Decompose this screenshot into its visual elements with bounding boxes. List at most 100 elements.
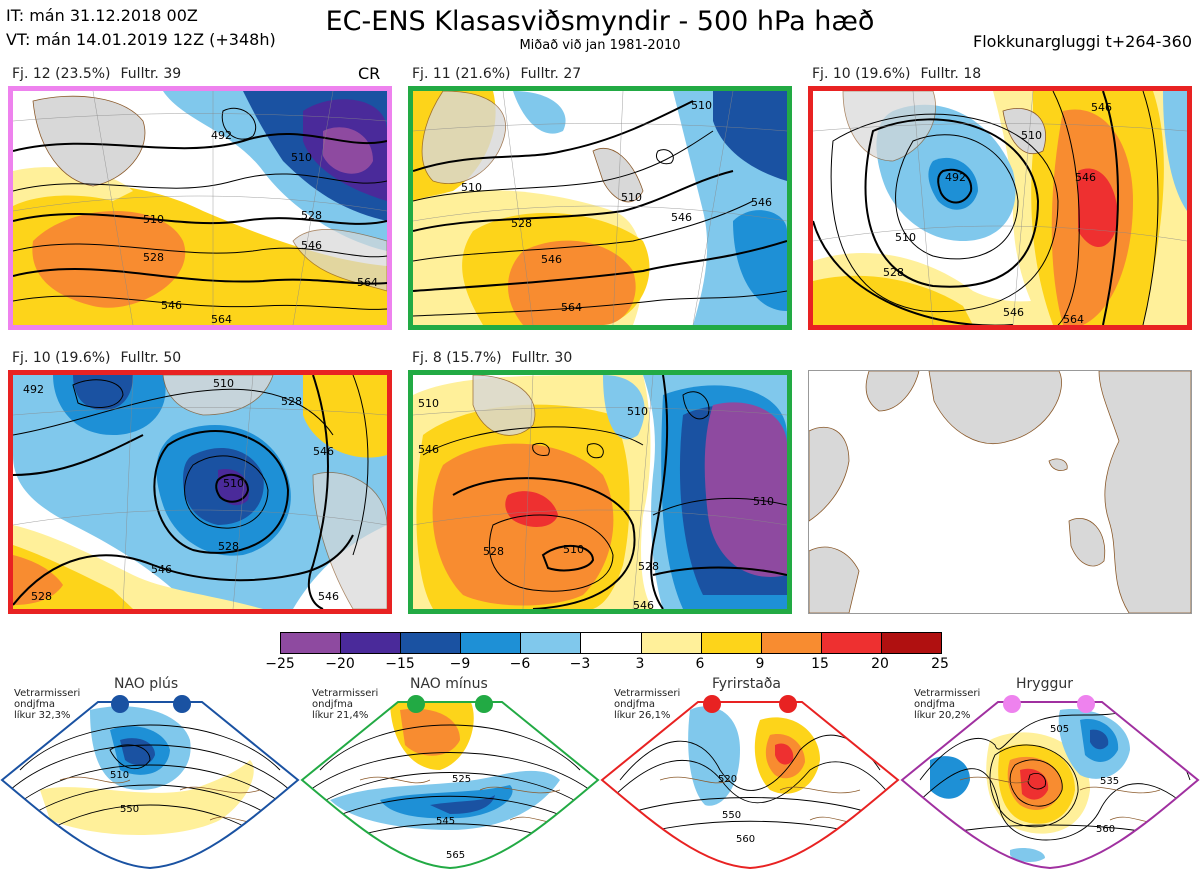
- panel-5-label: Fj. 8 (15.7%) Fulltr. 30: [412, 350, 572, 366]
- colorbar-tick: −20: [325, 656, 355, 672]
- contour-label: 492: [23, 383, 44, 396]
- contour-label: 535: [1100, 776, 1119, 787]
- contour-label: 546: [301, 239, 322, 252]
- contour-label: 546: [671, 211, 692, 224]
- contour-label: 546: [751, 196, 772, 209]
- colorbar-swatch: [521, 633, 582, 653]
- colorbar-tick: −25: [265, 656, 295, 672]
- regime-map-3: 520 550 560: [600, 695, 900, 870]
- regime-map-1: 510 550: [0, 695, 300, 870]
- panel-3-label: Fj. 10 (19.6%) Fulltr. 18: [812, 66, 981, 82]
- regime-map-2: 525 545 565: [300, 695, 600, 870]
- contour-label: 528: [281, 395, 302, 408]
- contour-label: 528: [301, 209, 322, 222]
- colorbar-tick: 3: [635, 656, 645, 672]
- cluster-map-2: 510 528 546 564 546 510 546 510: [408, 86, 792, 330]
- cluster-map-1: 492 510 510 528 528 546 564 546 564: [8, 86, 392, 330]
- contour-label: 528: [143, 251, 164, 264]
- contour-label: 528: [883, 266, 904, 279]
- panel-3-members: Fulltr. 18: [920, 66, 982, 82]
- contour-label: 492: [945, 171, 966, 184]
- colorbar-tick: −3: [569, 656, 591, 672]
- panel-1-cluster: Fj. 12 (23.5%): [12, 66, 111, 82]
- panel-2-label: Fj. 11 (21.6%) Fulltr. 27: [412, 66, 581, 82]
- contour-label: 528: [511, 217, 532, 230]
- contour-label: 546: [161, 299, 182, 312]
- colorbar-swatch: [881, 633, 942, 653]
- colorbar-swatch: [461, 633, 522, 653]
- contour-label: 510: [223, 477, 244, 490]
- contour-label: 510: [563, 543, 584, 556]
- colorbar-swatch: [761, 633, 822, 653]
- regime-2-note: Vetrarmisseri ondjfma líkur 21,4%: [312, 688, 379, 721]
- regime-3-title: Fyrirstaða: [712, 676, 781, 692]
- contour-label: 564: [561, 301, 582, 314]
- regime-1-note: Vetrarmisseri ondjfma líkur 32,3%: [14, 688, 81, 721]
- cluster-map-4: 492 510 528 510 528 546 546 528 546: [8, 370, 392, 614]
- contour-label: 510: [1021, 129, 1042, 142]
- valid-time: VT: mán 14.01.2019 12Z (+348h): [6, 30, 276, 49]
- contour-label: 510: [143, 213, 164, 226]
- panel-1-members: Fulltr. 39: [120, 66, 182, 82]
- panel-2-members: Fulltr. 27: [520, 66, 582, 82]
- contour-label: 564: [1063, 313, 1084, 325]
- panel-5-cluster: Fj. 8 (15.7%): [412, 350, 502, 366]
- contour-label: 528: [638, 560, 659, 573]
- land-europe: [292, 229, 387, 292]
- land-greenland: [32, 95, 146, 187]
- contour-label: 510: [213, 377, 234, 390]
- regime-map-4: 505 535 560: [900, 695, 1200, 870]
- colorbar-tick: 6: [695, 656, 705, 672]
- colorbar: [280, 632, 942, 654]
- colorbar-tick: 15: [811, 656, 829, 672]
- contour-label: 546: [633, 599, 654, 609]
- contour-label: 528: [483, 545, 504, 558]
- page-title: EC-ENS Klasasviðsmyndir - 500 hPa hæð: [325, 6, 875, 37]
- reference-map: [808, 370, 1192, 614]
- contour-label: 510: [895, 231, 916, 244]
- panel-4-cluster: Fj. 10 (19.6%): [12, 350, 111, 366]
- contour-label: 510: [621, 191, 642, 204]
- panel-1-label: Fj. 12 (23.5%) Fulltr. 39: [12, 66, 181, 82]
- contour-label: 546: [1091, 101, 1112, 114]
- regime-4-title: Hryggur: [1016, 676, 1073, 692]
- contour-label: 505: [1050, 724, 1069, 735]
- colorbar-tick: −15: [385, 656, 415, 672]
- regime-2-title: NAO mínus: [410, 676, 488, 692]
- colorbar-tick: 20: [871, 656, 889, 672]
- contour-label: 560: [736, 834, 755, 845]
- contour-label: 510: [291, 151, 312, 164]
- contour-label: 550: [722, 810, 741, 821]
- contour-label: 560: [1096, 824, 1115, 835]
- page-subtitle: Miðað við jan 1981-2010: [519, 38, 681, 53]
- contour-label: 510: [418, 397, 439, 410]
- colorbar-swatch: [281, 633, 342, 653]
- anomaly-positive-core: [32, 211, 186, 308]
- contour-label: 546: [1003, 306, 1024, 319]
- panel-4-label: Fj. 10 (19.6%) Fulltr. 50: [12, 350, 181, 366]
- contour-label: 520: [718, 774, 737, 785]
- contour-label: 546: [418, 443, 439, 456]
- contour-label: 565: [446, 850, 465, 861]
- contour-label: 528: [31, 590, 52, 603]
- regime-1-title: NAO plús: [114, 676, 179, 692]
- colorbar-swatch: [641, 633, 702, 653]
- cluster-map-5: 510 510 528 546 510 528 546 510: [408, 370, 792, 614]
- contour-label: 528: [218, 540, 239, 553]
- contour-label: 510: [753, 495, 774, 508]
- cluster-map-3: 492 510 528 546 546 564 510 546: [808, 86, 1192, 330]
- colorbar-swatch: [341, 633, 402, 653]
- panel-4-members: Fulltr. 50: [120, 350, 182, 366]
- colorbar-tick: 25: [931, 656, 949, 672]
- contour-label: 510: [691, 99, 712, 112]
- contour-label: 492: [211, 129, 232, 142]
- init-time: IT: mán 31.12.2018 00Z: [6, 6, 198, 25]
- contour-label: 546: [318, 590, 339, 603]
- classification-window: Flokkunargluggi t+264-360: [973, 32, 1192, 51]
- contour-label: 546: [151, 563, 172, 576]
- colorbar-swatch: [701, 633, 762, 653]
- contour-label: 546: [1075, 171, 1096, 184]
- contour-label: 550: [120, 804, 139, 815]
- contour-label: 564: [211, 313, 232, 325]
- contour-label: 546: [541, 253, 562, 266]
